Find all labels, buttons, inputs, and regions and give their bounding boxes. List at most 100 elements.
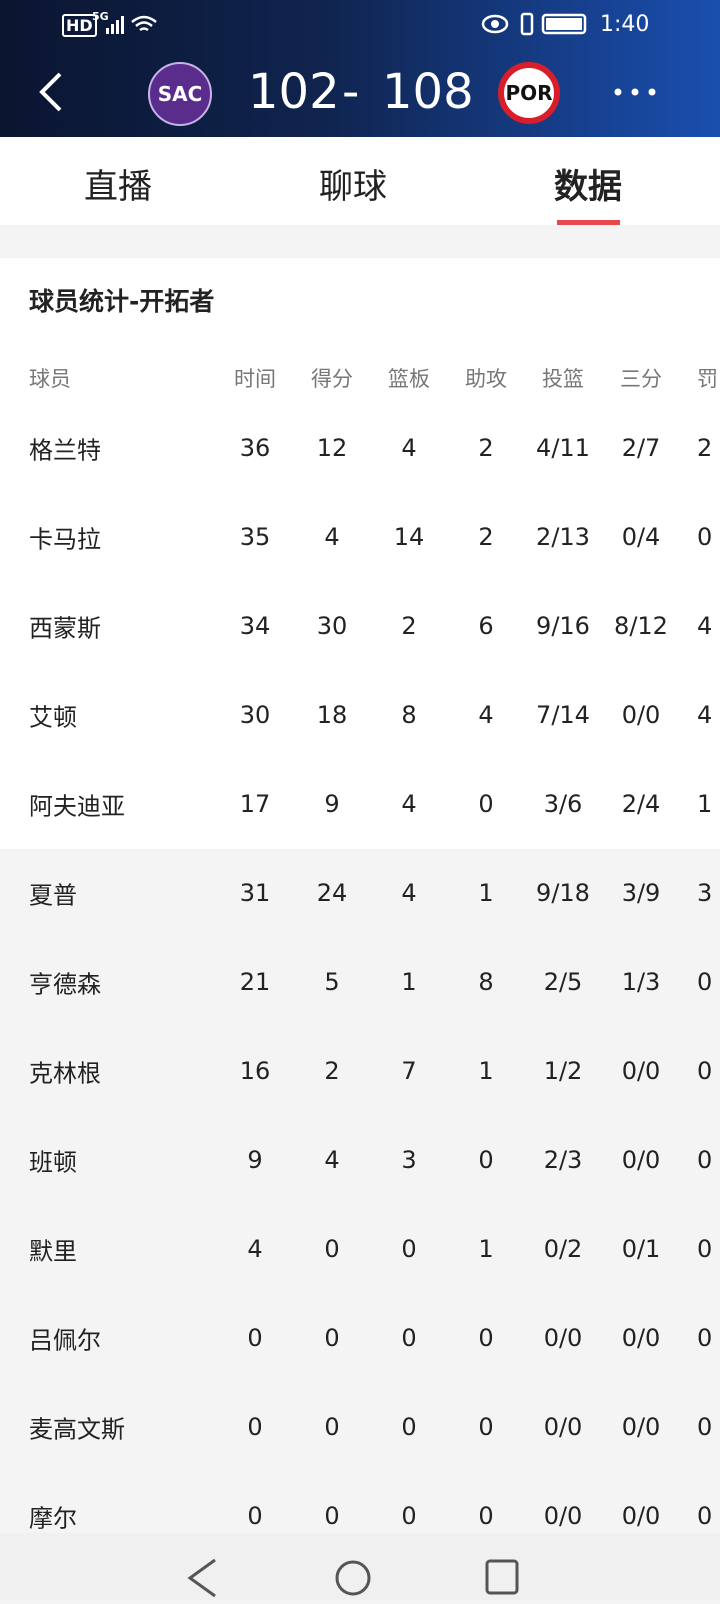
status-icons xyxy=(481,12,587,36)
column-header: 投篮 xyxy=(542,367,584,391)
stat-cell: 1 xyxy=(697,790,713,818)
stat-cell: 0/4 xyxy=(621,523,661,551)
more-button[interactable] xyxy=(610,84,660,100)
signal-icons xyxy=(106,15,157,34)
home-logo[interactable]: SAC xyxy=(148,62,212,126)
column-header: 球员 xyxy=(29,367,71,391)
stat-cell: 4 xyxy=(324,1146,340,1174)
stat-cell: 4/11 xyxy=(536,434,590,462)
stat-cell: 0 xyxy=(697,968,713,996)
stat-cell: 4 xyxy=(247,1235,263,1263)
player-name: 阿夫迪亚 xyxy=(29,792,125,821)
stat-cell: 6 xyxy=(478,612,494,640)
player-name: 麦高文斯 xyxy=(29,1415,125,1444)
stat-cell: 0/0 xyxy=(621,1146,661,1174)
stat-cell: 31 xyxy=(239,879,271,907)
stat-cell: 14 xyxy=(393,523,425,551)
stat-cell: 3/6 xyxy=(543,790,583,818)
stat-cell: 0 xyxy=(697,523,713,551)
stat-cell: 0 xyxy=(697,1502,713,1530)
player-name: 吕佩尔 xyxy=(29,1326,101,1355)
stat-cell: 2/7 xyxy=(621,434,661,462)
stat-cell: 0 xyxy=(247,1502,263,1530)
stat-cell: 17 xyxy=(239,790,271,818)
stat-cell: 2 xyxy=(401,612,417,640)
column-header: 得分 xyxy=(311,367,353,391)
player-name: 卡马拉 xyxy=(29,525,101,554)
stat-cell: 0 xyxy=(401,1324,417,1352)
column-header: 罚 xyxy=(697,367,718,391)
stat-cell: 36 xyxy=(239,434,271,462)
clock: 1:40 xyxy=(600,12,650,37)
tab[interactable]: 直播 xyxy=(84,167,152,207)
stat-cell: 2 xyxy=(697,434,713,462)
stat-cell: 3/9 xyxy=(621,879,661,907)
stat-cell: 0/1 xyxy=(621,1235,661,1263)
nav-bar xyxy=(0,1533,720,1600)
stat-cell: 18 xyxy=(316,701,348,729)
stat-cell: 0 xyxy=(401,1235,417,1263)
stat-cell: 30 xyxy=(239,701,271,729)
stat-cell: 0/0 xyxy=(543,1502,583,1530)
stat-cell: 3 xyxy=(697,879,713,907)
stat-cell: 4 xyxy=(401,879,417,907)
away-logo[interactable]: POR xyxy=(498,62,560,124)
stat-cell: 0/2 xyxy=(543,1235,583,1263)
player-name: 克林根 xyxy=(29,1059,101,1088)
stat-cell: 0 xyxy=(324,1324,340,1352)
stat-cell: 0 xyxy=(478,790,494,818)
column-header: 篮板 xyxy=(388,367,430,391)
stat-cell: 4 xyxy=(478,701,494,729)
player-name: 亨德森 xyxy=(29,970,101,999)
hd-icon: HD xyxy=(62,14,97,37)
stat-cell: 34 xyxy=(239,612,271,640)
tab[interactable]: 数据 xyxy=(554,167,622,207)
stat-cell: 2 xyxy=(478,523,494,551)
stat-cell: 0/0 xyxy=(621,1324,661,1352)
stat-cell: 2/3 xyxy=(543,1146,583,1174)
player-name: 班顿 xyxy=(29,1148,77,1177)
stat-cell: 1/2 xyxy=(543,1057,583,1085)
stat-cell: 0 xyxy=(324,1413,340,1441)
back-button[interactable] xyxy=(36,70,66,114)
player-name: 艾顿 xyxy=(29,703,77,732)
stat-cell: 1 xyxy=(401,968,417,996)
stat-cell: 4 xyxy=(324,523,340,551)
stat-cell: 2 xyxy=(324,1057,340,1085)
stat-cell: 1 xyxy=(478,1057,494,1085)
player-name: 西蒙斯 xyxy=(29,614,101,643)
stat-cell: 0 xyxy=(247,1413,263,1441)
tab[interactable]: 聊球 xyxy=(319,167,387,207)
stat-cell: 0 xyxy=(697,1324,713,1352)
tab-underline xyxy=(557,220,620,225)
stat-cell: 4 xyxy=(697,701,713,729)
home-score: 102 xyxy=(248,64,340,120)
stat-cell: 2/13 xyxy=(536,523,590,551)
network-label: 5G xyxy=(92,10,109,23)
column-header: 三分 xyxy=(620,367,662,391)
stat-cell: 24 xyxy=(316,879,348,907)
stat-cell: 0 xyxy=(478,1146,494,1174)
stat-cell: 2/4 xyxy=(621,790,661,818)
stat-cell: 9/18 xyxy=(536,879,590,907)
stat-cell: 5 xyxy=(324,968,340,996)
nav-icons xyxy=(187,1558,519,1598)
stats-panel: 球员统计-开拓者 球员 时间 得分 篮板 助攻 投篮 三分罚格兰特 36 12 4 2 4/11 2/7… xyxy=(0,258,720,1533)
stat-cell: 9 xyxy=(247,1146,263,1174)
stat-cell: 1/3 xyxy=(621,968,661,996)
stat-cell: 8 xyxy=(478,968,494,996)
stat-cell: 0 xyxy=(697,1146,713,1174)
stat-cell: 4 xyxy=(697,612,713,640)
stat-cell: 35 xyxy=(239,523,271,551)
stat-cell: 7 xyxy=(401,1057,417,1085)
header: HD 5G 1:40 SAC 102 - 108 POR xyxy=(0,0,720,137)
stat-cell: 2/5 xyxy=(543,968,583,996)
stat-cell: 9 xyxy=(324,790,340,818)
stat-cell: 0/0 xyxy=(621,1502,661,1530)
stat-cell: 0 xyxy=(478,1413,494,1441)
stat-cell: 0 xyxy=(478,1324,494,1352)
starters-block xyxy=(0,258,720,849)
stat-cell: 1 xyxy=(478,1235,494,1263)
stat-cell: 0/0 xyxy=(621,1057,661,1085)
stat-cell: 30 xyxy=(316,612,348,640)
